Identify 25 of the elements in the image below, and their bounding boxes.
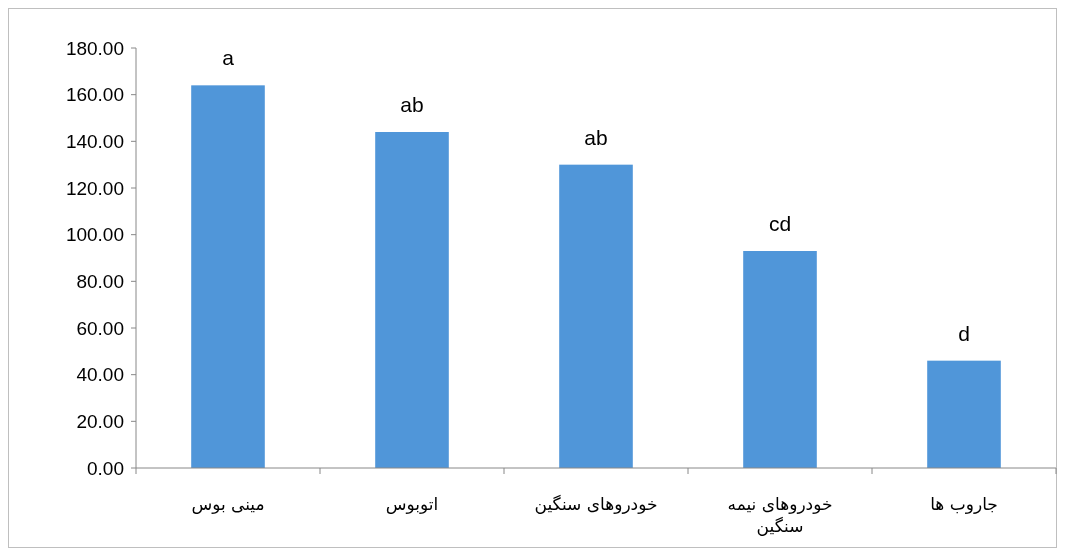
annotation: cd xyxy=(768,212,792,235)
y-tick-label: 160.00 xyxy=(65,84,124,106)
bar xyxy=(191,85,265,468)
y-tick-label: 60.00 xyxy=(76,317,124,339)
y-tick-label: 20.00 xyxy=(76,410,124,432)
x-tick-label: مینی بوس xyxy=(191,494,265,514)
annotation: ab xyxy=(400,93,424,116)
x-tick-label: خودروهای سنگین xyxy=(534,494,658,514)
annotation: d xyxy=(958,321,970,345)
bar xyxy=(927,360,1001,468)
annotation: a xyxy=(222,46,235,70)
y-tick-label: 140.00 xyxy=(65,130,124,152)
bar xyxy=(375,132,449,468)
annotation: ab xyxy=(584,125,608,149)
x-tick-label: خودروهای نیمه سنگین xyxy=(727,494,833,536)
y-tick-label: 100.00 xyxy=(65,224,124,246)
bar xyxy=(559,164,633,468)
x-tick-label: اتوبوس xyxy=(385,494,439,514)
bar xyxy=(743,251,817,468)
y-tick-label: 80.00 xyxy=(76,270,124,292)
x-tick-label: جاروب ها xyxy=(930,494,998,514)
y-tick-label: 120.00 xyxy=(65,177,124,199)
y-tick-label: 40.00 xyxy=(76,364,124,386)
y-tick-label: 180.00 xyxy=(65,37,124,59)
y-tick-label: 0.00 xyxy=(87,457,124,479)
